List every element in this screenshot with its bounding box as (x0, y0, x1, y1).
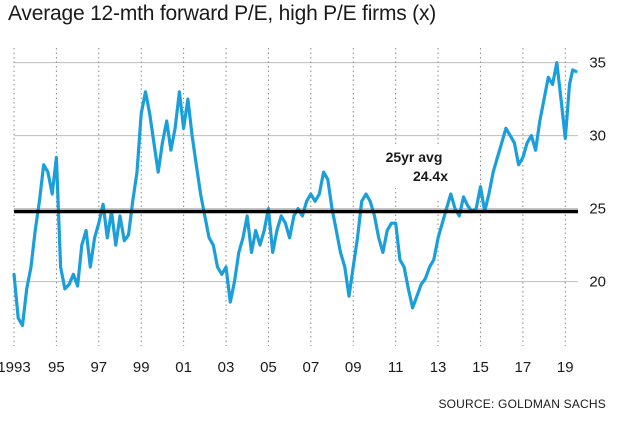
x-tick-label-19: 19 (557, 359, 574, 376)
x-tick-label-1993: 1993 (0, 359, 31, 376)
x-tick-label-99: 99 (133, 359, 150, 376)
x-tick-label-97: 97 (90, 359, 107, 376)
horizontal-gridlines (14, 62, 578, 283)
x-tick-label-09: 09 (345, 359, 362, 376)
x-tick-label-13: 13 (430, 359, 447, 376)
x-tick-label-03: 03 (218, 359, 235, 376)
x-tick-label-01: 01 (175, 359, 192, 376)
x-tick-label-11: 11 (388, 359, 404, 376)
vertical-gridlines (13, 48, 566, 346)
x-tick-label-17: 17 (515, 359, 532, 376)
source-note: SOURCE: GOLDMAN SACHS (438, 397, 606, 411)
series-line-0 (12, 61, 578, 327)
x-tick-label-15: 15 (472, 359, 489, 376)
series-group (12, 61, 578, 327)
x-tick-label-05: 05 (260, 359, 277, 376)
x-tick-label-07: 07 (302, 359, 319, 376)
x-axis-tick-labels: 1993 95 97 99 01 03 05 07 09 11 13 15 17 19 (0, 359, 574, 376)
y-tick-label-20: 20 (589, 274, 606, 291)
x-tick-label-95: 95 (48, 359, 65, 376)
chart-title: Average 12-mth forward P/E, high P/E fir… (8, 2, 437, 25)
y-tick-label-30: 30 (589, 128, 606, 145)
y-tick-label-35: 35 (589, 55, 606, 72)
annotation-label-title: 25yr avg (386, 149, 443, 165)
average-annotation: 25yr avg 24.4x (374, 146, 454, 210)
y-axis-tick-labels: 20 25 30 35 (589, 55, 606, 291)
annotation-label-value: 24.4x (413, 168, 448, 184)
annotation-box (374, 146, 454, 210)
y-tick-label-25: 25 (589, 201, 606, 218)
